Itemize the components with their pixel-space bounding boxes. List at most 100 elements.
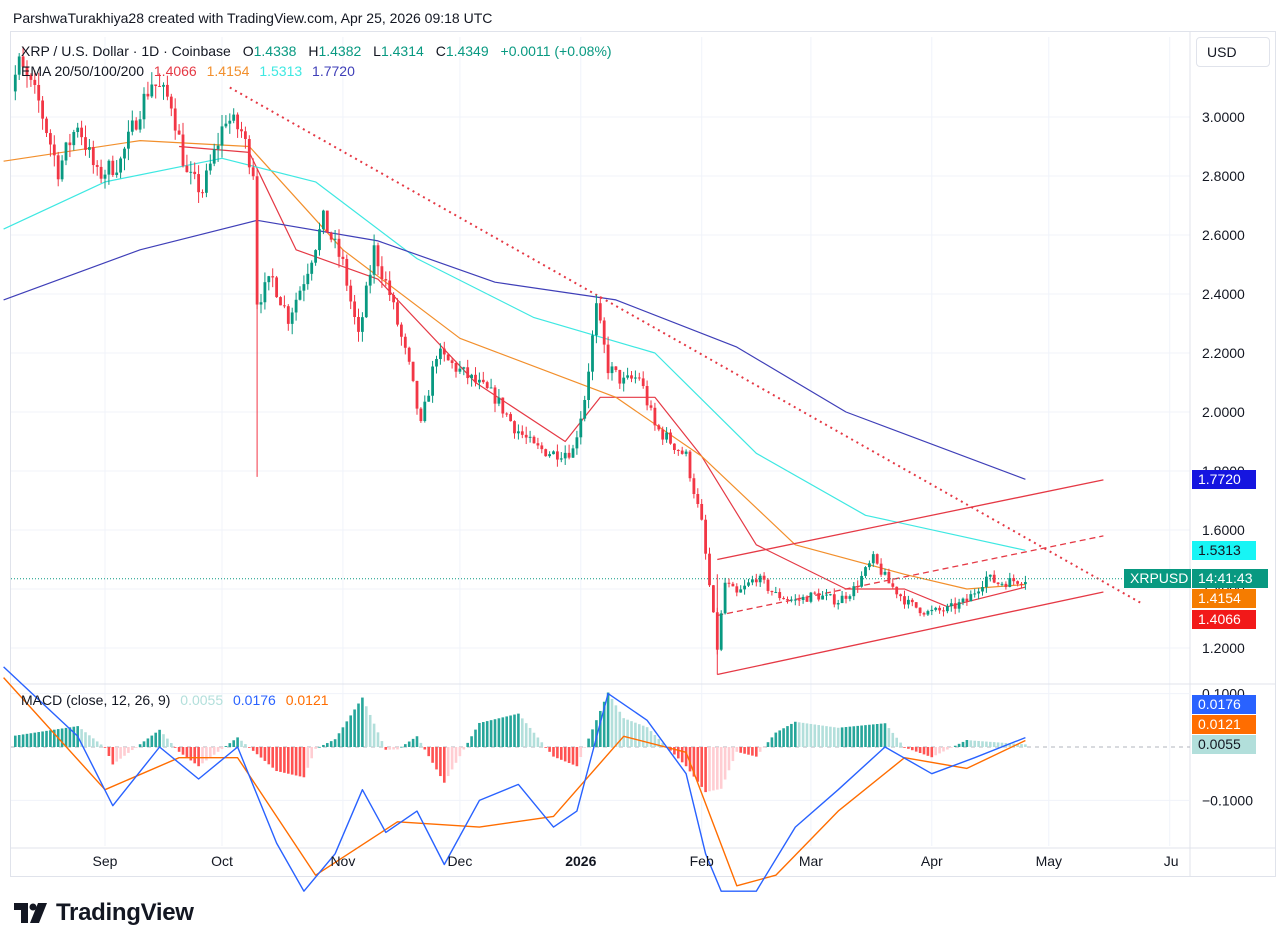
macd-histogram-bar (1016, 743, 1019, 747)
macd-histogram-bar (37, 732, 40, 747)
candle-body (169, 96, 173, 109)
candle-body (899, 594, 902, 597)
macd-histogram-bar (973, 740, 976, 747)
candle-body (848, 596, 852, 599)
macd-histogram-bar (45, 730, 48, 747)
candle-body (739, 589, 743, 593)
candle-body (127, 131, 130, 149)
macd-histogram-bar (563, 747, 567, 762)
candle-body (411, 361, 415, 381)
macd-histogram-bar (103, 747, 107, 748)
macd-histogram-bar (825, 726, 828, 747)
candle-body (602, 320, 606, 345)
currency-selector[interactable]: USD (1196, 37, 1270, 67)
candle-body (1008, 578, 1012, 587)
ema-line-ema100 (3, 157, 1026, 551)
candle-body (384, 279, 388, 281)
macd-histogram-bar (419, 742, 423, 747)
macd-histogram-bar (212, 747, 216, 755)
candle-body (91, 147, 95, 166)
macd-histogram-bar (474, 729, 477, 747)
macd-histogram-bar (599, 710, 602, 747)
candle-body (657, 425, 661, 430)
candle-body (72, 132, 76, 146)
macd-histogram-bar (458, 747, 462, 757)
trendline-layer (11, 86, 1190, 676)
macd-histogram-bar (450, 747, 454, 770)
candle-body (423, 401, 427, 422)
macd-histogram-bar (404, 744, 407, 747)
macd-histogram-bar (466, 742, 469, 747)
macd-histogram-bar (895, 737, 898, 747)
candle-body (934, 607, 938, 610)
macd-histogram-bar (396, 747, 399, 750)
candle-body (524, 434, 528, 438)
candle-body (661, 429, 665, 440)
macd-histogram-bar (571, 747, 575, 765)
macd-histogram-bar (821, 725, 824, 747)
candle-body (318, 229, 321, 251)
candle-body (349, 285, 353, 302)
chart-frame[interactable] (10, 31, 1276, 877)
candle-body (856, 586, 860, 588)
candle-body (891, 583, 895, 587)
macd-histogram-bar (918, 747, 922, 754)
macd-histogram-bar (883, 723, 887, 747)
candle-body (1024, 582, 1027, 585)
candle-body (201, 192, 204, 194)
candle-body (88, 147, 91, 150)
macd-histogram-bar (1024, 744, 1027, 747)
macd-histogram-bar (478, 722, 481, 747)
macd-histogram-bar (524, 723, 528, 747)
candle-body (887, 571, 891, 584)
candle-body (275, 277, 278, 298)
candle-body (158, 85, 161, 87)
candle-body (595, 303, 598, 336)
candle-body (33, 79, 37, 85)
candle-body (64, 142, 68, 161)
candle-body (247, 139, 251, 168)
candle-body (852, 586, 856, 597)
candle-body (466, 367, 470, 379)
candle-body (754, 579, 758, 583)
time-tick-label: 2026 (565, 853, 596, 869)
candle-body (298, 290, 302, 300)
macd-histogram-bar (146, 738, 150, 747)
candle-body (563, 452, 567, 459)
macd-histogram-bar (844, 727, 848, 747)
candle-body (552, 451, 555, 455)
macd-histogram-bar (797, 722, 801, 747)
ema-layer (3, 140, 1026, 608)
candle-body (914, 602, 918, 608)
macd-histogram-bar (353, 709, 356, 747)
candle-body (704, 519, 707, 554)
candle-body (392, 295, 395, 303)
candle-body (583, 400, 587, 419)
macd-histogram-bar (860, 725, 863, 747)
candle-body (634, 377, 637, 379)
tradingview-logo[interactable]: TradingView (14, 899, 194, 927)
candle-body (809, 592, 813, 602)
macd-histogram-bar (587, 738, 590, 747)
macd-histogram-bar (794, 721, 797, 747)
macd-histogram-bar (341, 727, 345, 747)
macd-histogram-bar (271, 747, 274, 768)
macd-histogram-bar (259, 747, 263, 758)
candle-body (228, 120, 232, 124)
macd-histogram-bar (727, 747, 731, 771)
candle-body (474, 374, 477, 383)
candle-body (345, 258, 349, 286)
macd-histogram-bar (21, 734, 25, 747)
candle-body (626, 375, 629, 378)
candle-body (723, 582, 727, 614)
ema-line-ema20 (179, 145, 1026, 608)
candle-body (957, 602, 961, 609)
macd-histogram-bar (333, 739, 337, 747)
macd-histogram-bar (809, 723, 813, 747)
candle-body (212, 149, 216, 164)
macd-histogram-bar (961, 741, 965, 747)
candle-body (361, 317, 364, 332)
candle-body (470, 374, 473, 379)
candle-body (267, 276, 271, 283)
